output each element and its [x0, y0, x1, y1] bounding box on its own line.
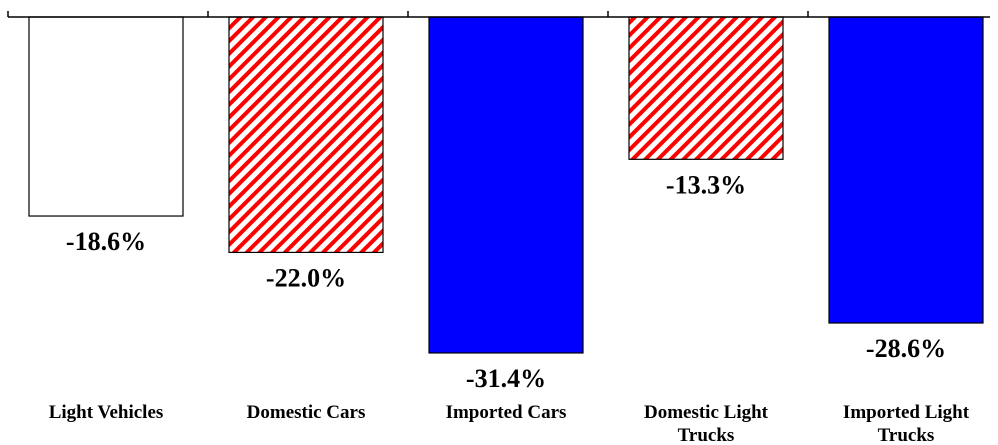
value-label-3: -13.3% [666, 170, 746, 199]
bars-group [28, 16, 984, 354]
bar-2 [428, 16, 584, 354]
category-label-1: Domestic Cars [247, 402, 366, 423]
category-label-4: Imported Light Trucks [843, 402, 970, 445]
category-label-2: Imported Cars [446, 402, 567, 423]
bar-0 [28, 16, 184, 217]
value-label-4: -28.6% [866, 334, 946, 363]
category-label-3: Domestic Light Trucks [644, 402, 769, 445]
bar-1 [228, 16, 384, 253]
category-labels-group: Light Vehicles Domestic Cars Imported Cars… [49, 402, 970, 445]
value-label-2: -31.4% [466, 364, 546, 393]
value-label-1: -22.0% [266, 263, 346, 292]
value-label-0: -18.6% [66, 227, 146, 256]
bar-4 [828, 16, 984, 324]
value-labels-group: -18.6% -22.0% -31.4% -13.3% -28.6% [66, 170, 946, 393]
category-label-0: Light Vehicles [49, 402, 164, 423]
x-axis [7, 11, 990, 18]
bar-3 [628, 16, 784, 160]
